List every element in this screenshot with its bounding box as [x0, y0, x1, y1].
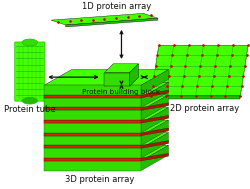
Polygon shape [44, 145, 168, 161]
Ellipse shape [22, 97, 38, 104]
Polygon shape [44, 95, 168, 110]
Polygon shape [44, 133, 168, 148]
Polygon shape [44, 85, 141, 95]
Polygon shape [44, 133, 141, 136]
Polygon shape [141, 133, 168, 158]
Polygon shape [44, 95, 141, 98]
Polygon shape [44, 145, 141, 148]
Polygon shape [44, 158, 141, 161]
Polygon shape [104, 64, 138, 73]
Polygon shape [141, 153, 168, 161]
Polygon shape [141, 128, 168, 136]
Polygon shape [44, 108, 168, 123]
Polygon shape [44, 145, 141, 148]
Polygon shape [129, 64, 138, 86]
Polygon shape [44, 120, 141, 123]
Text: 1D protein array: 1D protein array [82, 2, 150, 11]
Polygon shape [104, 73, 129, 86]
Polygon shape [141, 120, 168, 145]
Polygon shape [44, 108, 141, 110]
FancyBboxPatch shape [15, 42, 45, 101]
Polygon shape [44, 120, 168, 136]
Polygon shape [44, 148, 141, 158]
Polygon shape [141, 115, 168, 123]
Polygon shape [44, 95, 141, 98]
Polygon shape [150, 96, 239, 99]
Polygon shape [141, 90, 168, 98]
Polygon shape [51, 13, 157, 25]
Polygon shape [66, 18, 157, 27]
Polygon shape [44, 123, 141, 133]
Polygon shape [150, 45, 247, 96]
Polygon shape [44, 120, 141, 123]
Polygon shape [141, 82, 168, 108]
Polygon shape [44, 110, 141, 120]
Polygon shape [44, 136, 141, 145]
Polygon shape [141, 95, 168, 120]
Ellipse shape [22, 39, 38, 46]
Polygon shape [141, 70, 168, 95]
Polygon shape [44, 98, 141, 108]
Polygon shape [44, 158, 141, 161]
Text: Protein tube: Protein tube [4, 105, 56, 114]
Polygon shape [141, 145, 168, 170]
Polygon shape [44, 133, 141, 136]
Polygon shape [141, 141, 168, 148]
Polygon shape [44, 161, 141, 170]
Polygon shape [44, 82, 168, 98]
Text: 2D protein array: 2D protein array [169, 104, 238, 113]
Polygon shape [141, 103, 168, 110]
Polygon shape [44, 70, 168, 85]
Polygon shape [141, 108, 168, 133]
Text: Protein building block: Protein building block [82, 89, 160, 95]
Text: 3D protein array: 3D protein array [65, 175, 134, 184]
Polygon shape [44, 108, 141, 110]
